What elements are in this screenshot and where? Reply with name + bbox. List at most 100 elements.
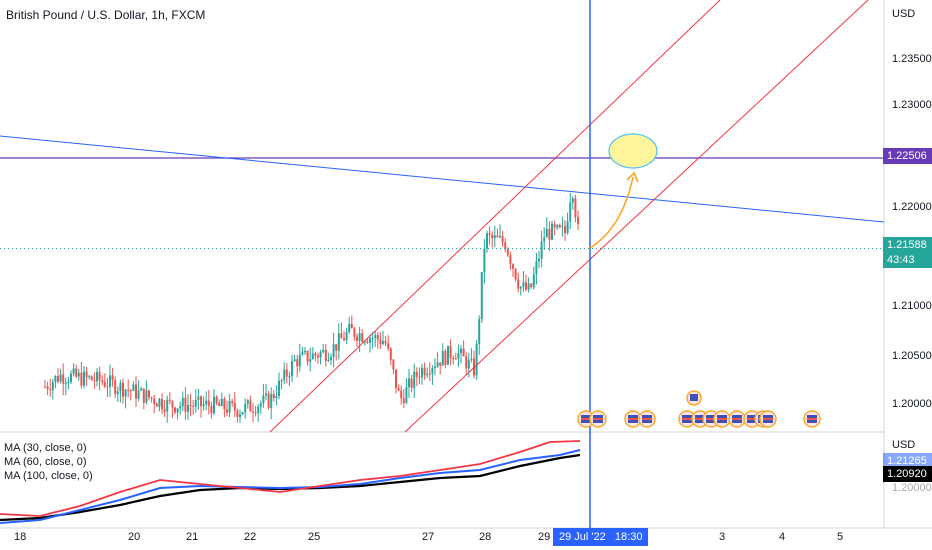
candle-body — [301, 352, 304, 355]
candle-body — [85, 371, 88, 377]
ma-60-legend[interactable]: MA (60, close, 0) — [4, 456, 87, 468]
candle-body — [400, 390, 403, 399]
ma-30-legend[interactable]: MA (30, close, 0) — [4, 442, 87, 454]
candle-body — [366, 341, 369, 343]
candle-body — [70, 373, 72, 382]
candle-body — [252, 411, 254, 413]
candle-body — [293, 359, 296, 362]
candle-body — [538, 258, 540, 262]
candle-body — [397, 388, 400, 391]
candle-body — [418, 376, 421, 378]
candle-body — [465, 356, 468, 369]
event-flag-icon[interactable] — [686, 390, 702, 406]
event-flag-icon[interactable] — [803, 410, 821, 428]
candle-body — [189, 405, 192, 407]
candle-body — [514, 268, 517, 280]
indicator-tick: 1.20000 — [892, 482, 932, 494]
candle-body — [291, 361, 293, 377]
candle-body — [246, 400, 249, 404]
economic-events[interactable] — [577, 390, 821, 428]
candle-body — [298, 354, 301, 367]
candle-body — [408, 378, 410, 388]
candle-body — [317, 355, 319, 358]
candle-body — [553, 223, 556, 228]
candle-body — [569, 202, 572, 222]
candle-body — [111, 375, 114, 381]
ma-lines — [0, 440, 581, 524]
event-flag-icon[interactable] — [759, 410, 777, 428]
horizontal-level-badge[interactable]: 1.22506 — [883, 148, 932, 164]
candle-body — [223, 398, 226, 410]
candle-body — [129, 390, 132, 392]
candle-body — [145, 390, 148, 403]
candle-body — [358, 333, 361, 341]
candle-body — [428, 373, 431, 375]
candle-body — [51, 382, 54, 391]
event-flag-icon[interactable] — [589, 410, 607, 428]
candle-body — [374, 335, 377, 339]
candle-body — [545, 228, 548, 238]
candle-body — [535, 261, 538, 275]
indicator-currency[interactable]: USD — [892, 439, 916, 451]
ma-100-legend[interactable]: MA (100, close, 0) — [4, 470, 93, 482]
candle-body — [561, 226, 564, 228]
ma-legend[interactable]: MA (30, close, 0) MA (60, close, 0) MA (… — [4, 441, 93, 483]
candle-body — [413, 371, 416, 388]
date-tick: 18 — [14, 531, 27, 543]
candle-body — [259, 403, 262, 407]
candle-body — [62, 374, 65, 384]
candle-body — [93, 380, 96, 382]
candle-body — [205, 400, 208, 405]
candle-body — [480, 272, 483, 320]
candle-body — [90, 376, 93, 381]
candle-body — [155, 403, 158, 407]
event-flag-inner — [690, 394, 698, 401]
candle-body — [163, 408, 166, 412]
event-flag-icon[interactable] — [624, 410, 642, 428]
candle-body — [179, 406, 182, 409]
candle-body — [491, 234, 494, 239]
candle-body — [410, 378, 413, 388]
countdown-badge: 43:43 — [883, 252, 932, 268]
candle-body — [457, 353, 460, 359]
date-tick: 29 — [538, 531, 551, 543]
candle-body — [540, 241, 543, 259]
event-flag-icon[interactable] — [713, 410, 731, 428]
candle-body — [462, 348, 465, 357]
price-tick: 1.22000 — [892, 201, 932, 213]
candle-body — [447, 345, 449, 365]
candle-body — [285, 369, 288, 377]
event-flag-icon[interactable] — [638, 410, 656, 428]
candle-body — [496, 235, 499, 238]
candle-body — [314, 353, 317, 356]
candle-body — [106, 386, 109, 388]
candle-body — [137, 390, 140, 399]
candle-body — [556, 225, 559, 228]
candle-body — [309, 359, 312, 362]
event-flag-icon[interactable] — [728, 410, 746, 428]
date-tick: 21 — [186, 531, 199, 543]
ma-60-value-badge: 1.21265 — [883, 453, 932, 469]
date-tick: 5 — [837, 531, 844, 543]
candle-body — [241, 412, 244, 415]
candle-body — [166, 399, 169, 412]
candle-body — [517, 279, 520, 289]
candle-body — [262, 395, 265, 404]
candle-body — [109, 375, 111, 387]
candle-body — [67, 381, 70, 383]
price-currency[interactable]: USD — [892, 8, 916, 20]
candle-body — [434, 366, 436, 368]
candle-body — [522, 282, 525, 287]
candle-body — [421, 367, 423, 378]
candle-body — [525, 282, 527, 290]
candle-body — [532, 274, 535, 288]
candle-body — [98, 371, 101, 381]
candle-body — [454, 358, 457, 360]
candle-body — [44, 386, 46, 388]
candle-body — [324, 349, 327, 361]
candle-body — [335, 344, 338, 351]
candle-body — [304, 350, 306, 353]
candle-body — [244, 403, 247, 413]
